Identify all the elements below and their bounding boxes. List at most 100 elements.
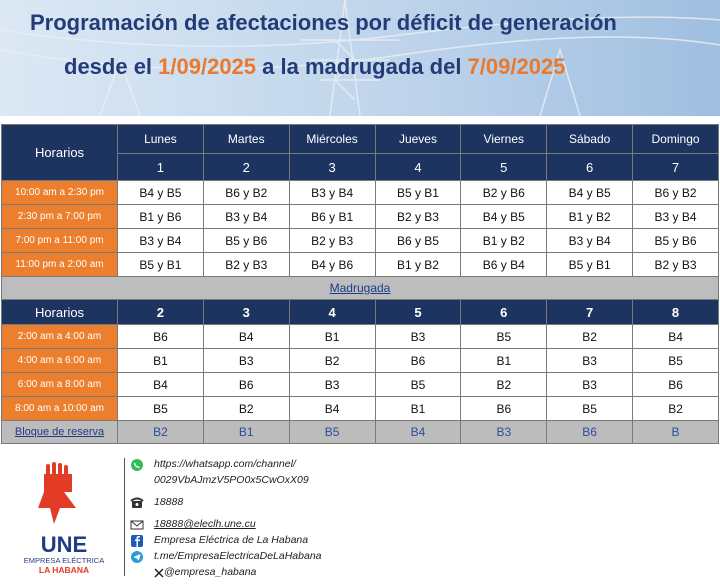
madrugada-link[interactable]: Madrugada bbox=[329, 281, 391, 295]
block-cell: B1 bbox=[374, 396, 462, 421]
block-cell: B1 y B6 bbox=[117, 204, 204, 229]
table-row: 6:00 am a 8:00 am B4 B6 B3 B5 B2 B3 B6 bbox=[1, 372, 719, 397]
block-cell: B5 bbox=[460, 324, 548, 349]
time-slot: 8:00 am a 10:00 am bbox=[1, 396, 118, 421]
facebook-icon bbox=[130, 534, 146, 548]
day-header: Jueves bbox=[374, 124, 462, 154]
block-cell: B5 bbox=[374, 372, 462, 397]
block-cell: B5 bbox=[546, 396, 634, 421]
madrugada-header-row: Horarios 2 3 4 5 6 7 8 bbox=[1, 299, 719, 325]
contact-text[interactable]: t.me/EmpresaElectricaDeLaHabana bbox=[154, 550, 322, 562]
block-cell: B2 bbox=[202, 396, 290, 421]
time-slot: 7:00 pm a 11:00 pm bbox=[1, 228, 118, 253]
contact-text[interactable]: https://whatsapp.com/channel/ bbox=[154, 458, 296, 470]
reserve-label[interactable]: Bloque de reserva bbox=[1, 420, 118, 444]
table-row: 7:00 pm a 11:00 pm B3 y B4 B5 y B6 B2 y B3 B… bbox=[1, 228, 719, 253]
schedule-table: Horarios Lunes Martes Miércoles Jueves Vierne… bbox=[1, 124, 719, 444]
reserve-cell: B6 bbox=[546, 420, 634, 444]
day-header: Sábado bbox=[546, 124, 634, 154]
block-cell: B5 y B6 bbox=[202, 228, 290, 253]
block-cell: B3 bbox=[374, 324, 462, 349]
block-cell: B3 bbox=[288, 372, 376, 397]
time-slot: 10:00 am a 2:30 pm bbox=[1, 180, 118, 205]
contact-text[interactable]: 0029VbAJmzV5PO0x5CwOxX09 bbox=[154, 474, 309, 486]
table-row: 4:00 am a 6:00 am B1 B3 B2 B6 B1 B3 B5 bbox=[1, 348, 719, 373]
mail-icon bbox=[130, 518, 146, 532]
block-cell: B6 y B4 bbox=[460, 252, 548, 277]
block-cell: B3 y B4 bbox=[202, 204, 290, 229]
table-row: 10:00 am a 2:30 pm B4 y B5 B6 y B2 B3 y B4 B… bbox=[1, 180, 719, 205]
block-cell: B4 bbox=[117, 372, 204, 397]
contact-text[interactable]: 18888 bbox=[154, 496, 184, 508]
block-cell: B6 bbox=[460, 396, 548, 421]
block-cell: B3 bbox=[202, 348, 290, 373]
block-cell: B4 y B6 bbox=[288, 252, 376, 277]
power-tower-background bbox=[0, 0, 720, 116]
time-slot: 4:00 am a 6:00 am bbox=[1, 348, 118, 373]
block-cell: B1 y B2 bbox=[460, 228, 548, 253]
horarios-header: Horarios bbox=[1, 124, 118, 181]
block-cell: B4 bbox=[288, 396, 376, 421]
day-number: 7 bbox=[632, 153, 719, 181]
whatsapp-icon bbox=[130, 458, 146, 472]
reserve-cell: B5 bbox=[288, 420, 376, 444]
contact-text[interactable]: Empresa Eléctrica de La Habana bbox=[154, 534, 309, 546]
block-cell: B2 y B3 bbox=[632, 252, 719, 277]
block-cell: B5 y B6 bbox=[632, 228, 719, 253]
block-cell: B3 y B4 bbox=[288, 180, 376, 205]
reserve-cell: B bbox=[632, 420, 719, 444]
block-cell: B4 y B5 bbox=[546, 180, 634, 205]
day-number: 2 bbox=[117, 299, 204, 325]
time-slot: 2:30 pm a 7:00 pm bbox=[1, 204, 118, 229]
contact-text[interactable]: @empresa_habana bbox=[164, 566, 257, 578]
block-cell: B2 y B3 bbox=[374, 204, 462, 229]
block-cell: B6 y B2 bbox=[632, 180, 719, 205]
une-logo: UNE EMPRESA ELÉCTRICA LA HABANA bbox=[24, 462, 104, 575]
svg-text:LA HABANA: LA HABANA bbox=[39, 565, 89, 575]
time-slot: 11:00 pm a 2:00 am bbox=[1, 252, 118, 277]
block-cell: B5 y B1 bbox=[374, 180, 462, 205]
day-header: Lunes bbox=[117, 124, 204, 154]
telegram-icon bbox=[130, 550, 146, 564]
block-cell: B6 bbox=[632, 372, 719, 397]
block-cell: B1 bbox=[117, 348, 204, 373]
block-cell: B4 bbox=[202, 324, 290, 349]
block-cell: B4 bbox=[632, 324, 719, 349]
block-cell: B3 y B4 bbox=[546, 228, 634, 253]
block-cell: B1 bbox=[460, 348, 548, 373]
block-cell: B6 y B5 bbox=[374, 228, 462, 253]
block-cell: B2 bbox=[288, 348, 376, 373]
day-number: 5 bbox=[460, 153, 548, 181]
block-cell: B2 y B3 bbox=[288, 228, 376, 253]
block-cell: B5 bbox=[117, 396, 204, 421]
reserve-cell: B4 bbox=[374, 420, 462, 444]
reserve-cell: B3 bbox=[460, 420, 548, 444]
block-cell: B6 y B1 bbox=[288, 204, 376, 229]
day-number: 4 bbox=[374, 153, 462, 181]
day-header: Martes bbox=[202, 124, 290, 154]
block-cell: B3 bbox=[546, 372, 634, 397]
block-cell: B6 bbox=[374, 348, 462, 373]
contact-text[interactable]: 18888@eleclh.une.cu bbox=[154, 518, 256, 530]
madrugada-row: Madrugada bbox=[1, 276, 719, 300]
day-header: Viernes bbox=[460, 124, 548, 154]
day-number: 2 bbox=[202, 153, 290, 181]
block-cell: B3 bbox=[546, 348, 634, 373]
block-cell: B5 y B1 bbox=[117, 252, 204, 277]
block-cell: B1 bbox=[288, 324, 376, 349]
day-number: 5 bbox=[374, 299, 462, 325]
block-cell: B6 bbox=[202, 372, 290, 397]
start-date: 1/09/2025 bbox=[158, 54, 257, 79]
subtitle-middle: a la madrugada del bbox=[256, 54, 468, 79]
block-cell: B1 y B2 bbox=[546, 204, 634, 229]
block-cell: B4 y B5 bbox=[460, 204, 548, 229]
end-date: 7/09/2025 bbox=[467, 54, 566, 79]
time-slot: 2:00 am a 4:00 am bbox=[1, 324, 118, 349]
day-number: 8 bbox=[632, 299, 719, 325]
block-cell: B5 bbox=[632, 348, 719, 373]
day-number: 6 bbox=[546, 153, 634, 181]
table-row: 2:30 pm a 7:00 pm B1 y B6 B3 y B4 B6 y B1 B2… bbox=[1, 204, 719, 229]
footer: UNE EMPRESA ELÉCTRICA LA HABANA https://… bbox=[0, 452, 720, 584]
day-number: 4 bbox=[288, 299, 376, 325]
time-slot: 6:00 am a 8:00 am bbox=[1, 372, 118, 397]
